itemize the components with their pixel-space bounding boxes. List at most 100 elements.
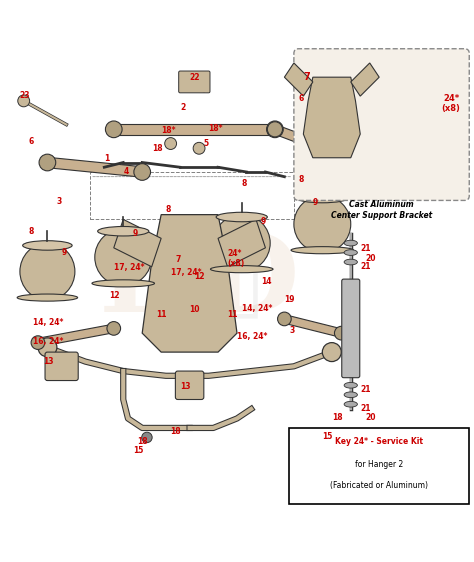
Ellipse shape: [322, 343, 341, 361]
Text: 18: 18: [171, 427, 181, 436]
Polygon shape: [114, 124, 275, 134]
Text: 8: 8: [299, 175, 304, 184]
Polygon shape: [47, 157, 143, 177]
Polygon shape: [351, 63, 379, 96]
Ellipse shape: [193, 142, 205, 154]
Text: HD: HD: [99, 228, 300, 334]
Text: 18: 18: [137, 437, 148, 446]
Ellipse shape: [107, 321, 120, 335]
Text: Cast Aluminum
Center Support Bracket: Cast Aluminum Center Support Bracket: [331, 201, 432, 220]
Text: 15: 15: [133, 446, 143, 455]
Ellipse shape: [18, 95, 30, 107]
Ellipse shape: [92, 280, 155, 287]
Text: 2: 2: [180, 103, 185, 112]
Ellipse shape: [344, 392, 357, 397]
Text: for Hanger 2: for Hanger 2: [355, 460, 403, 469]
Polygon shape: [283, 315, 342, 337]
Text: 18*: 18*: [161, 126, 176, 135]
Text: 20: 20: [365, 254, 375, 263]
Text: 6: 6: [299, 94, 304, 103]
Ellipse shape: [294, 196, 351, 252]
Text: 21: 21: [360, 384, 371, 393]
Ellipse shape: [344, 250, 357, 255]
Polygon shape: [114, 219, 161, 267]
Text: 14: 14: [261, 278, 271, 287]
Text: 17, 24*: 17, 24*: [171, 268, 201, 277]
Text: 21: 21: [360, 404, 371, 413]
Polygon shape: [303, 77, 360, 158]
Text: 3: 3: [289, 327, 294, 336]
Ellipse shape: [105, 121, 122, 138]
Text: 6: 6: [28, 137, 34, 146]
Ellipse shape: [305, 136, 320, 151]
FancyBboxPatch shape: [342, 279, 360, 378]
Ellipse shape: [344, 259, 357, 265]
Text: 9: 9: [62, 248, 67, 257]
Ellipse shape: [327, 432, 337, 443]
Text: 12: 12: [109, 291, 119, 300]
Text: Key 24* - Service Kit: Key 24* - Service Kit: [335, 437, 423, 446]
Ellipse shape: [95, 229, 152, 285]
Text: 21: 21: [360, 244, 371, 253]
Ellipse shape: [297, 193, 348, 203]
Ellipse shape: [134, 164, 151, 180]
Ellipse shape: [98, 226, 149, 236]
Ellipse shape: [344, 401, 357, 407]
Text: 13: 13: [43, 357, 53, 366]
Text: 9: 9: [261, 217, 266, 226]
Polygon shape: [142, 215, 237, 352]
Ellipse shape: [17, 294, 78, 301]
Ellipse shape: [344, 382, 357, 388]
Ellipse shape: [213, 215, 270, 271]
Polygon shape: [284, 63, 313, 96]
Ellipse shape: [335, 327, 348, 340]
FancyBboxPatch shape: [175, 371, 204, 400]
Ellipse shape: [23, 241, 72, 250]
Text: 9: 9: [133, 229, 138, 238]
Ellipse shape: [266, 121, 283, 138]
Ellipse shape: [210, 266, 273, 273]
Ellipse shape: [291, 247, 354, 254]
Ellipse shape: [31, 336, 45, 350]
Text: 14, 24*: 14, 24*: [33, 318, 64, 327]
Text: 8: 8: [242, 179, 247, 188]
Text: (Fabricated or Aluminum): (Fabricated or Aluminum): [330, 481, 428, 490]
Text: 23: 23: [19, 90, 29, 99]
Text: 16, 24*: 16, 24*: [33, 337, 64, 346]
Text: 4: 4: [123, 167, 128, 176]
FancyBboxPatch shape: [45, 352, 78, 380]
FancyBboxPatch shape: [294, 49, 469, 201]
Text: 7: 7: [175, 255, 181, 264]
Text: 15: 15: [322, 432, 333, 441]
Polygon shape: [273, 125, 315, 148]
Polygon shape: [218, 219, 265, 267]
Ellipse shape: [38, 338, 57, 357]
Text: 21: 21: [360, 262, 371, 271]
Text: 9: 9: [313, 198, 318, 207]
Ellipse shape: [216, 212, 267, 222]
Text: 18: 18: [332, 413, 342, 422]
Text: 18*: 18*: [209, 124, 223, 133]
Ellipse shape: [142, 432, 152, 443]
Text: 11: 11: [156, 310, 167, 319]
Ellipse shape: [278, 312, 291, 326]
Text: 19: 19: [284, 294, 295, 303]
Text: 8: 8: [28, 226, 34, 235]
Text: 18: 18: [152, 144, 162, 153]
Text: 17, 24*: 17, 24*: [114, 263, 144, 272]
Text: 5: 5: [204, 139, 209, 148]
Ellipse shape: [164, 138, 176, 149]
FancyBboxPatch shape: [179, 71, 210, 93]
Text: 13: 13: [180, 382, 191, 391]
Text: 14, 24*: 14, 24*: [242, 304, 272, 313]
Text: 10: 10: [190, 305, 200, 314]
Text: 3: 3: [57, 197, 62, 206]
Text: 24*
(x8): 24* (x8): [441, 93, 460, 113]
Text: 24*
(x8): 24* (x8): [228, 248, 245, 268]
Text: 1: 1: [104, 154, 109, 163]
Text: 11: 11: [228, 310, 238, 319]
Text: 📋: 📋: [212, 241, 262, 321]
Ellipse shape: [344, 240, 357, 246]
Polygon shape: [37, 324, 115, 347]
Text: 20: 20: [365, 413, 375, 422]
